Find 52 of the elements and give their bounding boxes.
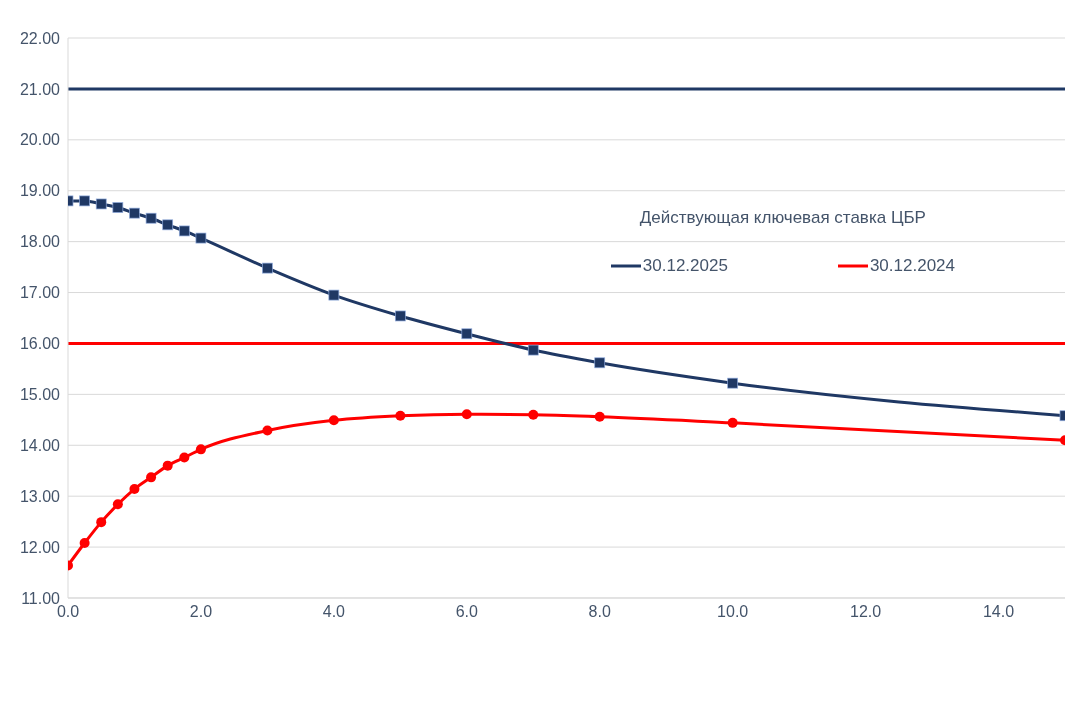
x-tick-label: 0.0 — [56, 603, 80, 621]
point — [461, 328, 473, 340]
y-tick-label: 18.00 — [19, 233, 61, 251]
point — [195, 232, 207, 244]
y-tick-label: 20.00 — [19, 131, 61, 149]
point — [79, 195, 90, 207]
y-tick-label: 19.00 — [19, 182, 61, 200]
y-tick-label: 22.00 — [19, 29, 61, 47]
point — [178, 225, 190, 237]
y-tick-label: 16.00 — [19, 335, 61, 353]
x-tick-label: 2.0 — [189, 603, 213, 621]
x-tick-label: 10.0 — [717, 603, 749, 621]
point — [195, 444, 206, 455]
point — [328, 415, 339, 426]
point — [528, 409, 539, 420]
x-tick-label: 6.0 — [455, 603, 479, 621]
y-tick-label: 21.00 — [19, 80, 61, 98]
point — [328, 289, 340, 301]
y-tick-label: 12.00 — [19, 538, 61, 556]
point — [262, 262, 273, 274]
point — [394, 310, 406, 322]
y-tick-label: 17.00 — [19, 284, 61, 302]
point — [395, 410, 406, 421]
point — [79, 538, 90, 549]
legend-title: Действующая ключевая ставка ЦБР — [638, 208, 927, 228]
point — [162, 219, 174, 231]
x-tick-label: 14.0 — [982, 603, 1015, 621]
point — [727, 417, 738, 428]
legend-label: 30.12.2025 — [642, 256, 728, 276]
y-tick-label: 14.00 — [19, 436, 61, 454]
point — [145, 212, 157, 224]
y-tick-label: 13.00 — [19, 487, 61, 505]
point — [95, 198, 107, 210]
point — [262, 425, 273, 436]
y-tick-label: 15.00 — [19, 386, 61, 404]
x-tick-label: 8.0 — [588, 603, 611, 621]
legend-label: 30.12.2024 — [869, 256, 955, 276]
point — [112, 499, 123, 510]
point — [162, 460, 173, 471]
point — [129, 484, 140, 495]
point — [527, 344, 539, 356]
x-tick-label: 12.0 — [850, 603, 882, 621]
x-tick-label: 4.0 — [322, 603, 346, 621]
point — [594, 411, 605, 422]
point — [594, 357, 606, 369]
point — [146, 472, 157, 483]
point — [179, 452, 190, 463]
point — [129, 207, 140, 219]
point — [112, 202, 124, 213]
point — [727, 377, 739, 389]
point — [461, 409, 472, 420]
point — [96, 517, 107, 528]
